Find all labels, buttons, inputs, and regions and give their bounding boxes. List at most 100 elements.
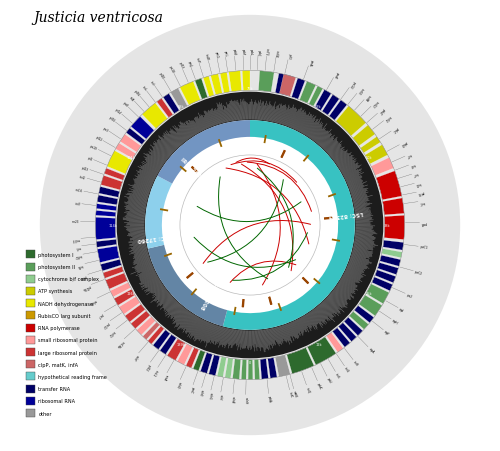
Text: trnI: trnI xyxy=(149,80,155,86)
Text: rrn16b: rrn16b xyxy=(115,338,124,348)
Wedge shape xyxy=(315,90,331,111)
Text: trnK: trnK xyxy=(288,391,293,397)
Text: LSC: 82324: LSC: 82324 xyxy=(328,209,363,218)
Text: 88k: 88k xyxy=(178,105,185,109)
Wedge shape xyxy=(114,290,135,306)
Wedge shape xyxy=(148,245,227,327)
Text: RubisCO larg subunit: RubisCO larg subunit xyxy=(38,313,91,318)
Text: psaC: psaC xyxy=(188,386,194,393)
FancyBboxPatch shape xyxy=(26,299,36,308)
Wedge shape xyxy=(280,75,296,97)
Text: rpoC1: rpoC1 xyxy=(420,245,428,250)
Wedge shape xyxy=(375,270,396,283)
Text: rps18: rps18 xyxy=(168,65,175,74)
Text: photosystem II: photosystem II xyxy=(38,264,76,270)
FancyBboxPatch shape xyxy=(26,385,36,393)
Text: rpoB: rpoB xyxy=(421,221,427,225)
Text: rps12: rps12 xyxy=(102,320,110,328)
Text: psbC: psbC xyxy=(391,126,399,133)
Wedge shape xyxy=(195,79,207,100)
Wedge shape xyxy=(101,176,122,190)
Wedge shape xyxy=(344,318,362,336)
Wedge shape xyxy=(125,304,145,322)
Wedge shape xyxy=(148,327,164,345)
Wedge shape xyxy=(382,249,402,258)
Circle shape xyxy=(145,121,355,330)
Wedge shape xyxy=(162,138,250,310)
Wedge shape xyxy=(180,82,201,106)
Wedge shape xyxy=(160,335,176,354)
Wedge shape xyxy=(258,72,274,93)
Text: rpl33: rpl33 xyxy=(178,62,184,70)
Text: ndhE: ndhE xyxy=(198,388,203,396)
Circle shape xyxy=(116,92,384,359)
Wedge shape xyxy=(97,196,118,205)
Wedge shape xyxy=(217,357,226,377)
Text: rrn16: rrn16 xyxy=(75,188,83,193)
Text: ndhG: ndhG xyxy=(207,391,212,399)
Wedge shape xyxy=(210,74,222,96)
Text: psbI: psbI xyxy=(326,377,332,383)
Text: rpl20: rpl20 xyxy=(158,72,164,80)
Text: RNA polymerase: RNA polymerase xyxy=(38,325,80,331)
Wedge shape xyxy=(378,263,398,275)
Wedge shape xyxy=(116,144,136,159)
Text: 114k: 114k xyxy=(108,224,118,227)
Wedge shape xyxy=(110,283,131,297)
Text: trnG2: trnG2 xyxy=(370,99,379,107)
Text: psbZ: psbZ xyxy=(377,107,385,115)
Text: trnP: trnP xyxy=(195,57,200,64)
FancyBboxPatch shape xyxy=(26,324,36,332)
Wedge shape xyxy=(382,198,404,216)
Wedge shape xyxy=(292,79,305,100)
Wedge shape xyxy=(119,297,140,315)
Text: 126k: 126k xyxy=(127,292,136,296)
Wedge shape xyxy=(100,260,121,272)
Text: petG: petG xyxy=(214,51,219,59)
Text: infA: infA xyxy=(128,96,135,102)
Wedge shape xyxy=(228,72,241,92)
Text: trnI2: trnI2 xyxy=(79,175,86,180)
Wedge shape xyxy=(360,137,380,153)
Wedge shape xyxy=(145,176,172,249)
Text: rpl2: rpl2 xyxy=(86,156,93,161)
Text: matK: matK xyxy=(292,390,298,398)
Text: 12k: 12k xyxy=(315,342,322,346)
Text: 38k: 38k xyxy=(384,224,390,227)
Wedge shape xyxy=(242,360,246,380)
Text: trnS: trnS xyxy=(334,372,340,379)
Text: trnT2: trnT2 xyxy=(264,48,270,56)
Text: large ribosomal protein: large ribosomal protein xyxy=(38,350,98,355)
Wedge shape xyxy=(300,82,316,104)
Text: ribosomal RNA: ribosomal RNA xyxy=(38,398,76,404)
Wedge shape xyxy=(380,256,400,267)
Wedge shape xyxy=(208,355,220,376)
Wedge shape xyxy=(365,145,388,165)
Text: rps3: rps3 xyxy=(102,126,109,133)
Text: SSC: 17260: SSC: 17260 xyxy=(137,233,172,242)
Wedge shape xyxy=(254,359,260,380)
Wedge shape xyxy=(329,101,347,121)
Circle shape xyxy=(116,92,384,359)
Wedge shape xyxy=(332,328,350,347)
Wedge shape xyxy=(193,350,205,371)
Text: small ribosomal protein: small ribosomal protein xyxy=(38,337,98,343)
Text: cytochrome b/f complex: cytochrome b/f complex xyxy=(38,276,100,282)
Text: 76k: 76k xyxy=(246,87,254,91)
Circle shape xyxy=(40,16,460,435)
Text: 63k: 63k xyxy=(315,105,322,109)
Text: trnS3: trnS3 xyxy=(356,86,364,94)
Text: 25k: 25k xyxy=(366,292,372,296)
Text: psaA: psaA xyxy=(307,59,313,66)
Text: trnV: trnV xyxy=(74,202,80,206)
Wedge shape xyxy=(242,71,250,91)
Wedge shape xyxy=(203,77,214,97)
Text: rps8: rps8 xyxy=(122,101,128,108)
Text: psaJ: psaJ xyxy=(186,60,192,67)
Wedge shape xyxy=(260,359,268,379)
Text: psbJ: psbJ xyxy=(256,50,260,55)
Text: ycf3: ycf3 xyxy=(286,53,292,60)
Wedge shape xyxy=(376,171,402,200)
Text: rrn5: rrn5 xyxy=(74,244,80,249)
Text: photosystem I: photosystem I xyxy=(38,252,74,258)
